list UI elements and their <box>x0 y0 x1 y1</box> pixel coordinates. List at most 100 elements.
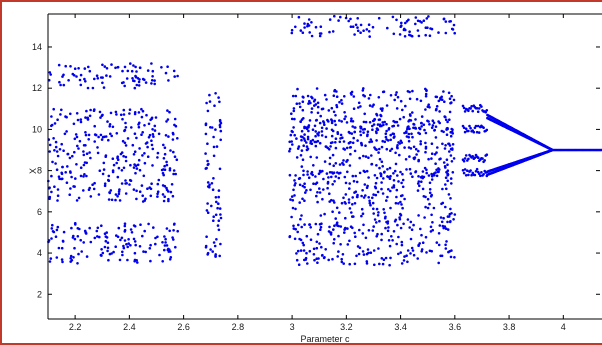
data-point <box>435 105 439 108</box>
data-point <box>96 235 99 238</box>
data-point <box>463 168 467 171</box>
data-point <box>443 147 447 150</box>
data-point <box>55 150 59 153</box>
data-point <box>302 137 306 140</box>
data-point <box>396 146 399 150</box>
data-point <box>206 159 209 163</box>
data-point <box>109 132 112 136</box>
data-point <box>300 165 304 168</box>
data-point <box>142 174 146 178</box>
data-point <box>344 115 347 118</box>
data-point <box>133 79 136 83</box>
data-point <box>54 162 57 165</box>
data-point <box>133 111 137 114</box>
data-point <box>126 258 129 262</box>
data-point <box>420 233 423 237</box>
data-point <box>410 246 414 250</box>
data-point <box>101 63 104 67</box>
data-point <box>369 93 372 97</box>
data-point <box>342 159 345 162</box>
data-point <box>392 32 396 36</box>
data-point <box>53 122 57 125</box>
data-point <box>424 26 428 30</box>
data-point <box>216 206 219 210</box>
data-point <box>86 86 90 90</box>
data-point <box>168 229 171 233</box>
data-point <box>115 132 119 135</box>
data-point <box>290 31 294 35</box>
data-point <box>135 70 138 73</box>
data-point <box>306 147 310 151</box>
data-point <box>124 126 128 129</box>
data-point <box>395 107 399 110</box>
data-point <box>124 144 128 147</box>
data-point <box>358 171 362 175</box>
data-point <box>320 130 324 133</box>
data-point <box>339 243 342 246</box>
data-point <box>328 18 332 21</box>
data-point <box>444 176 448 179</box>
data-point <box>373 185 377 189</box>
data-point <box>440 220 444 224</box>
data-point <box>394 218 398 222</box>
data-point <box>101 172 105 176</box>
data-point <box>425 17 429 20</box>
data-point <box>82 189 85 192</box>
data-point <box>417 180 421 183</box>
data-point <box>302 249 306 252</box>
data-point <box>167 79 170 82</box>
data-point <box>319 114 323 118</box>
data-point <box>301 158 305 161</box>
data-point <box>466 169 469 172</box>
data-point <box>447 250 450 254</box>
data-point <box>414 118 417 121</box>
data-point <box>136 261 139 264</box>
data-point <box>301 100 305 103</box>
data-point <box>422 195 426 198</box>
data-point <box>351 174 355 178</box>
data-point <box>338 119 341 122</box>
data-point <box>97 193 101 196</box>
data-point <box>322 120 325 123</box>
data-point <box>73 185 76 188</box>
data-point <box>469 126 472 130</box>
data-point <box>134 75 138 79</box>
data-point <box>288 149 291 153</box>
data-point <box>341 136 344 139</box>
data-point <box>98 110 102 114</box>
data-point <box>69 112 72 116</box>
y-axis-label: X <box>28 168 38 174</box>
data-point <box>363 127 367 131</box>
data-point <box>435 241 439 244</box>
data-point <box>61 260 64 264</box>
data-point <box>375 221 378 224</box>
data-point <box>59 83 62 87</box>
data-point <box>214 92 217 95</box>
data-point <box>333 119 337 123</box>
data-point <box>137 158 141 162</box>
data-point <box>114 193 118 196</box>
data-point <box>340 120 344 123</box>
data-point <box>449 20 453 23</box>
data-point <box>295 102 299 105</box>
data-point <box>420 180 423 183</box>
data-point <box>149 259 152 263</box>
data-point <box>79 73 83 77</box>
data-point <box>327 176 330 179</box>
data-point <box>405 130 408 133</box>
data-point <box>370 140 374 143</box>
data-point <box>327 258 331 262</box>
data-point <box>400 181 403 185</box>
data-point <box>332 241 336 245</box>
data-point <box>450 94 453 98</box>
data-point <box>462 159 466 163</box>
data-point <box>328 148 331 151</box>
data-point <box>397 180 400 183</box>
data-point <box>335 90 338 93</box>
data-point <box>290 28 294 32</box>
data-point <box>343 201 347 204</box>
data-point <box>297 145 301 148</box>
data-point <box>209 248 212 251</box>
data-point <box>381 192 385 195</box>
data-point <box>204 122 208 125</box>
